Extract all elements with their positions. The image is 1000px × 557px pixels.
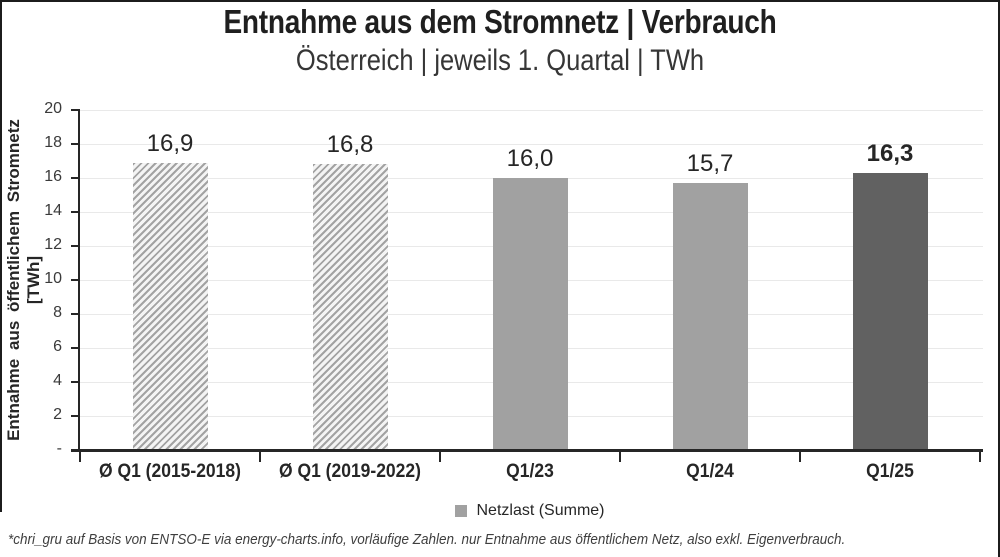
y-tick-label-2: 2	[53, 406, 62, 423]
x-tick-mark-5	[979, 450, 981, 462]
bar-q1-24	[672, 183, 748, 450]
y-tick-label-0: -	[56, 440, 62, 457]
footnote-source: *chri_gru auf Basis von ENTSO-E via ener…	[8, 532, 846, 548]
frame-border-right	[998, 0, 1000, 557]
frame-border-top	[0, 0, 1000, 2]
bar-q1-23	[492, 178, 568, 450]
bar-value-label-q1-24: 15,7	[686, 150, 734, 178]
bar-q1-2015-2018	[132, 162, 208, 450]
x-tick-mark-1	[259, 450, 261, 462]
y-tick-label-20: 20	[44, 100, 62, 117]
gridline-18	[80, 144, 983, 145]
x-tick-mark-2	[439, 450, 441, 462]
legend-swatch-icon	[455, 505, 468, 517]
x-tick-mark-4	[799, 450, 801, 462]
x-category-label-q1-23: Q1/23	[506, 461, 554, 482]
x-tick-mark-0	[79, 450, 81, 462]
legend: Netzlast (Summe)	[80, 502, 980, 520]
y-tick-mark-6	[71, 347, 80, 349]
y-tick-mark-18	[71, 143, 80, 145]
y-tick-label-8: 8	[53, 304, 62, 321]
y-tick-mark-10	[71, 279, 80, 281]
bar-value-label-q1-2019-2022: 16,8	[326, 131, 374, 159]
bar-value-label-q1-25: 16,3	[866, 139, 914, 167]
x-category-label-q1-24: Q1/24	[686, 461, 734, 482]
y-tick-mark-20	[71, 109, 80, 111]
y-tick-label-14: 14	[44, 202, 62, 219]
y-tick-mark-14	[71, 211, 80, 213]
gridline-20	[80, 110, 983, 111]
bar-value-label-q1-2015-2018: 16,9	[146, 129, 194, 157]
chart-title: Entnahme aus dem Stromnetz | Verbrauch	[223, 3, 777, 40]
frame-border-left	[0, 0, 2, 512]
y-tick-mark-8	[71, 313, 80, 315]
bar-value-label-q1-23: 16,0	[506, 145, 554, 172]
y-tick-mark-4	[71, 381, 80, 383]
y-tick-label-18: 18	[44, 134, 62, 151]
plot-area: 16,9 16,8 16,0 15,7 16,3	[80, 110, 983, 450]
y-tick-mark-12	[71, 245, 80, 247]
x-axis-line	[71, 449, 983, 452]
bar-q1-2019-2022	[312, 164, 388, 450]
legend-label: Netzlast (Summe)	[476, 502, 605, 519]
y-tick-label-12: 12	[44, 236, 62, 253]
chart-subtitle: Österreich | jeweils 1. Quartal | TWh	[295, 44, 705, 77]
y-tick-label-16: 16	[44, 168, 62, 185]
y-tick-label-4: 4	[53, 372, 62, 389]
y-tick-mark-16	[71, 177, 80, 179]
x-category-label-q1-2015-2018: Ø Q1 (2015-2018)	[99, 461, 241, 482]
y-tick-label-10: 10	[44, 270, 62, 287]
x-tick-mark-3	[619, 450, 621, 462]
y-tick-mark-2	[71, 415, 80, 417]
x-category-label-q1-2019-2022: Ø Q1 (2019-2022)	[279, 461, 421, 482]
bar-q1-25	[852, 172, 928, 450]
x-category-label-q1-25: Q1/25	[866, 461, 914, 482]
y-tick-label-6: 6	[53, 338, 62, 355]
y-axis-line	[78, 109, 80, 452]
